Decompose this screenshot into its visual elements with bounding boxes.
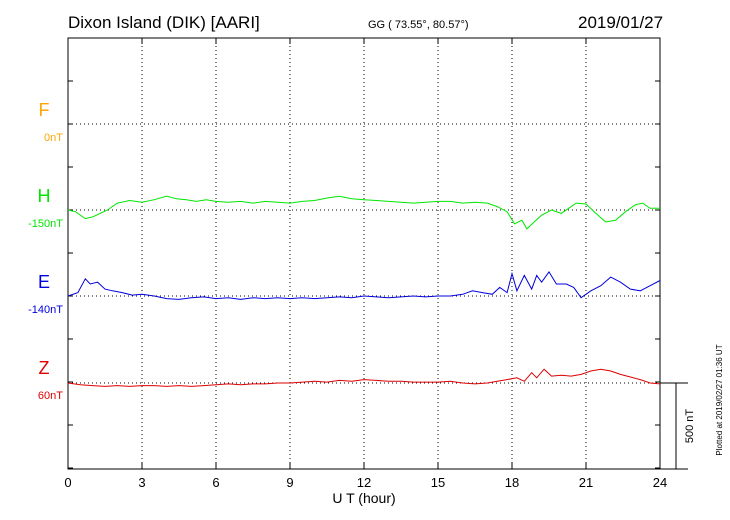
channel-labels: F 0nT H -150nT E -140nT Z 60nT [28,100,63,402]
channel-e-name: E [38,272,50,292]
date-label: 2019/01/27 [578,13,663,32]
coordinates-label: GG ( 73.55°, 80.57°) [368,19,469,31]
trace-e [67,270,661,300]
plotted-note: Plotted at 2019/02/27 01:36 UT [715,344,724,455]
channel-h-name: H [38,186,51,206]
x-axis-title: U T (hour) [332,490,395,506]
channel-z-name: Z [39,358,50,378]
x-tick-label: 0 [64,475,71,490]
channel-f-baseline: 0nT [44,132,63,144]
station-title: Dixon Island (DIK) [AARI] [68,13,260,32]
grid [68,38,660,469]
channel-f-name: F [39,100,50,120]
x-tick-label: 12 [357,475,371,490]
trace-z [67,368,661,387]
x-tick-label: 21 [579,475,593,490]
x-tick-label: 6 [212,475,219,490]
scale-bar-label: 500 nT [684,409,696,444]
x-tick-label: 3 [138,475,145,490]
trace-h [67,195,660,230]
x-tick-label: 18 [505,475,519,490]
x-tick-label: 24 [653,475,667,490]
x-axis: 0 3 6 9 12 15 18 21 24 [64,38,667,490]
channel-h-baseline: -150nT [28,218,63,230]
x-tick-label: 15 [431,475,445,490]
channel-e-baseline: -140nT [28,304,63,316]
x-tick-label: 9 [286,475,293,490]
traces [67,195,661,387]
channel-z-baseline: 60nT [38,390,63,402]
